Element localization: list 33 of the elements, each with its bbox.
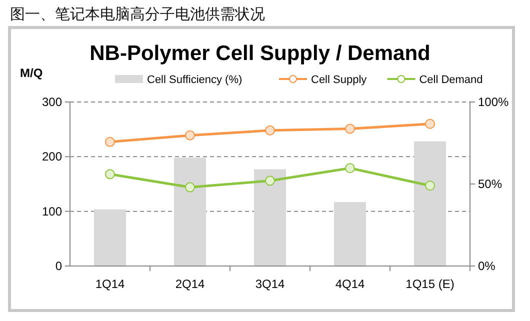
chart-title: 图一、笔记本电脑高分子电池供需状况 [10,6,265,23]
x-tick-label: 4Q14 [335,277,365,291]
y2-tick-label: 100% [478,95,510,109]
x-tick-label: 1Q14 [95,277,125,291]
point [105,169,115,180]
chart-subtitle: NB-Polymer Cell Supply / Demand [90,42,430,65]
point [345,124,355,134]
y2-tick-label: 0% [478,259,496,273]
point [265,176,275,186]
bar [334,202,366,266]
bar [254,169,286,266]
point [105,136,115,147]
legend-label: Cell Sufficiency (%) [147,74,242,86]
point [185,182,195,192]
bar [174,158,206,266]
point [425,118,435,129]
x-tick-label: 1Q15 (E) [406,277,454,291]
legend-label: Cell Supply [311,74,368,86]
x-tick-label: 3Q14 [255,277,285,291]
bar [94,209,126,266]
x-tick-label: 2Q14 [175,277,205,291]
y-tick-label: 300 [42,95,62,109]
y-tick-label: 0 [55,259,62,273]
y-axis-title: M/Q [20,66,43,80]
bar [414,141,446,266]
point [185,130,195,140]
y2-tick-label: 50% [478,177,502,191]
legend-label: Cell Demand [419,74,483,86]
y-tick-label: 200 [42,150,62,164]
point [265,125,275,136]
y-tick-label: 100 [42,204,62,218]
point [425,180,435,191]
point [345,163,355,174]
